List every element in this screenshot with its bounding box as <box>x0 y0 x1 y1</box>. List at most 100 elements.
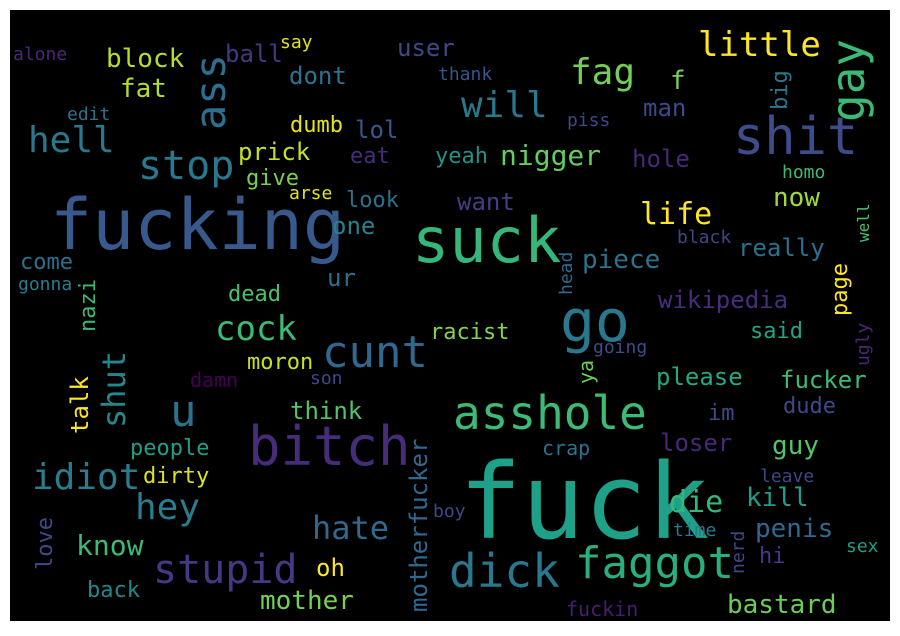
word-little: little <box>698 25 821 65</box>
word-think: think <box>290 397 363 425</box>
word-eat: eat <box>350 144 390 169</box>
word-damn: damn <box>190 368 239 392</box>
word-really: really <box>738 234 825 262</box>
word-well: well <box>854 203 873 242</box>
word-hole: hole <box>632 145 690 173</box>
word-stupid: stupid <box>153 547 298 593</box>
word-fucking: fucking <box>50 184 346 266</box>
word-page: page <box>828 263 853 316</box>
word-will: will <box>461 85 548 126</box>
word-user: user <box>397 34 455 62</box>
word-fucker: fucker <box>780 366 867 394</box>
word-fuckin: fuckin <box>566 597 639 621</box>
word-yeah: yeah <box>435 144 488 169</box>
word-sex: sex <box>846 536 879 557</box>
word-go: go <box>560 287 630 355</box>
word-suck: suck <box>412 204 562 277</box>
word-said: said <box>750 319 803 344</box>
word-ball: ball <box>225 40 283 68</box>
word-faggot: faggot <box>575 538 734 589</box>
word-head: head <box>556 251 577 295</box>
word-come: come <box>20 250 73 275</box>
word-time: time <box>673 520 717 541</box>
word-dick: dick <box>449 544 560 598</box>
word-dumb: dumb <box>290 113 343 138</box>
word-fuck: fuck <box>459 441 710 563</box>
word-piece: piece <box>582 245 661 275</box>
word-kill: kill <box>746 483 809 513</box>
word-nerd: nerd <box>728 530 749 574</box>
word-back: back <box>87 578 140 603</box>
word-crap: crap <box>542 436 591 460</box>
word-cloud: fuck fucking suck bitch shit go asshole … <box>10 10 890 621</box>
word-asshole: asshole <box>453 386 647 440</box>
word-talk: talk <box>66 376 94 434</box>
word-nazi: nazi <box>76 279 101 332</box>
word-look: look <box>346 188 399 213</box>
word-mother: mother <box>260 586 354 616</box>
word-going: going <box>593 337 648 358</box>
word-bitch: bitch <box>248 415 411 478</box>
word-im: im <box>708 401 735 426</box>
word-u: u <box>170 386 197 437</box>
word-lol: lol <box>355 116 399 144</box>
word-man: man <box>643 94 687 122</box>
word-oh: oh <box>316 554 345 582</box>
word-black: black <box>677 227 732 248</box>
word-ur: ur <box>327 264 356 292</box>
word-motherfucker: motherfucker <box>405 438 433 612</box>
word-son: son <box>310 368 343 389</box>
word-give: give <box>246 166 299 191</box>
word-die: die <box>669 485 724 520</box>
word-block: block <box>106 44 185 74</box>
word-edit: edit <box>67 104 111 125</box>
word-guy: guy <box>772 431 819 461</box>
word-nigger: nigger <box>500 139 602 172</box>
word-leave: leave <box>760 466 815 487</box>
word-hell: hell <box>28 120 115 161</box>
word-please: please <box>656 363 743 391</box>
word-fat: fat <box>120 74 167 104</box>
word-now: now <box>773 183 820 213</box>
word-ya: ya <box>574 359 598 384</box>
word-dude: dude <box>783 394 836 419</box>
word-arse: arse <box>289 183 333 204</box>
word-hi: hi <box>759 544 786 569</box>
word-hey: hey <box>135 487 201 528</box>
word-fag: fag <box>570 52 636 93</box>
word-know: know <box>76 529 144 562</box>
word-moron: moron <box>247 350 314 375</box>
word-dont: dont <box>289 62 347 90</box>
word-one: one <box>332 212 376 240</box>
word-shut: shut <box>95 350 133 428</box>
word-cunt: cunt <box>322 327 428 378</box>
word-alone: alone <box>13 44 68 65</box>
word-hate: hate <box>312 509 390 547</box>
word-people: people <box>130 436 210 461</box>
word-thank: thank <box>438 64 493 85</box>
word-want: want <box>457 188 515 216</box>
word-bastard: bastard <box>727 590 837 620</box>
word-shit: shit <box>733 107 859 167</box>
word-big: big <box>768 70 793 110</box>
word-prick: prick <box>238 138 311 166</box>
word-racist: racist <box>430 320 510 345</box>
word-say: say <box>280 32 313 53</box>
word-homo: homo <box>782 162 826 183</box>
word-love: love <box>33 517 58 570</box>
word-ass: ass <box>186 54 235 130</box>
word-gonna: gonna <box>18 274 73 295</box>
word-boy: boy <box>433 501 466 522</box>
word-dead: dead <box>228 282 281 307</box>
word-dirty: dirty <box>143 464 210 489</box>
word-penis: penis <box>755 514 834 544</box>
word-wikipedia: wikipedia <box>658 286 789 314</box>
word-stop: stop <box>138 143 235 189</box>
word-ugly: ugly <box>853 322 874 366</box>
word-idiot: idiot <box>32 457 141 498</box>
word-gay: gay <box>821 38 875 122</box>
word-loser: loser <box>660 429 733 457</box>
word-cock: cock <box>215 309 297 349</box>
word-life: life <box>640 197 713 232</box>
word-piss: piss <box>567 110 611 131</box>
